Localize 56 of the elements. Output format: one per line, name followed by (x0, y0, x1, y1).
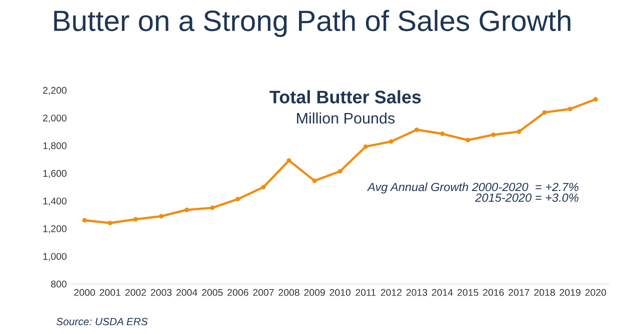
x-tick-label: 2011 (356, 289, 376, 296)
y-tick-label: 1,400 (43, 198, 67, 206)
point (568, 106, 572, 112)
chart-subtitle: Total Butter Sales (270, 90, 421, 104)
x-tick-label: 2006 (228, 289, 248, 296)
x-tick-label: 2003 (150, 289, 172, 296)
point (440, 132, 445, 136)
x-tick-label: 2014 (432, 289, 453, 296)
point (286, 158, 292, 163)
chart-title: Butter on a Strong Path of Sales Growth (54, 10, 570, 37)
point (491, 132, 496, 137)
point (414, 128, 419, 132)
x-tick-label: 2019 (560, 289, 580, 296)
point (133, 217, 138, 222)
point (542, 110, 547, 115)
point (236, 196, 240, 202)
x-tick-label: 2010 (330, 289, 351, 296)
y-tick-label: 1,200 (43, 225, 67, 234)
x-tick-label: 2001 (100, 289, 120, 296)
point (82, 218, 87, 223)
point (363, 144, 368, 149)
point (338, 169, 342, 174)
x-tick-label: 2012 (380, 289, 402, 296)
point (516, 129, 522, 134)
point (158, 214, 164, 218)
point (593, 97, 598, 102)
y-tick-label: 1,800 (43, 142, 67, 150)
x-tick-label: 2017 (508, 289, 530, 296)
x-tick-label: 2005 (202, 289, 223, 296)
x-tick-label: 2008 (278, 289, 300, 296)
x-tick-label: 2007 (253, 289, 274, 296)
point (312, 178, 317, 184)
point (184, 208, 190, 212)
point (466, 138, 470, 142)
y-tick-label: 2,200 (43, 86, 67, 95)
x-tick-label: 2000 (74, 289, 95, 296)
y-tick-label: 1,600 (43, 170, 67, 178)
x-tick-label: 2020 (585, 289, 606, 296)
point (388, 139, 394, 144)
x-tick-label: 2013 (406, 289, 428, 296)
x-tick-label: 2004 (176, 289, 198, 296)
point (261, 184, 266, 190)
y-tick-label: 800 (51, 280, 67, 288)
annotation: Avg Annual Growth 2000-2020 = +2.7% (366, 182, 578, 194)
point (210, 206, 215, 210)
x-tick-label: 2009 (304, 289, 325, 296)
x-tick-label: 2016 (483, 289, 504, 296)
x-tick-label: 2018 (534, 289, 555, 296)
y-axis-title: Million Pounds (297, 112, 395, 124)
annotation: 2015-2020 = +3.0% (475, 193, 578, 202)
y-tick-label: 1,000 (43, 252, 67, 261)
x-tick-label: 2002 (125, 289, 146, 296)
y-tick-label: 2,000 (43, 114, 67, 123)
source-note: Source: USDA ERS (56, 318, 148, 326)
point (108, 220, 112, 226)
x-tick-label: 2015 (458, 289, 478, 296)
